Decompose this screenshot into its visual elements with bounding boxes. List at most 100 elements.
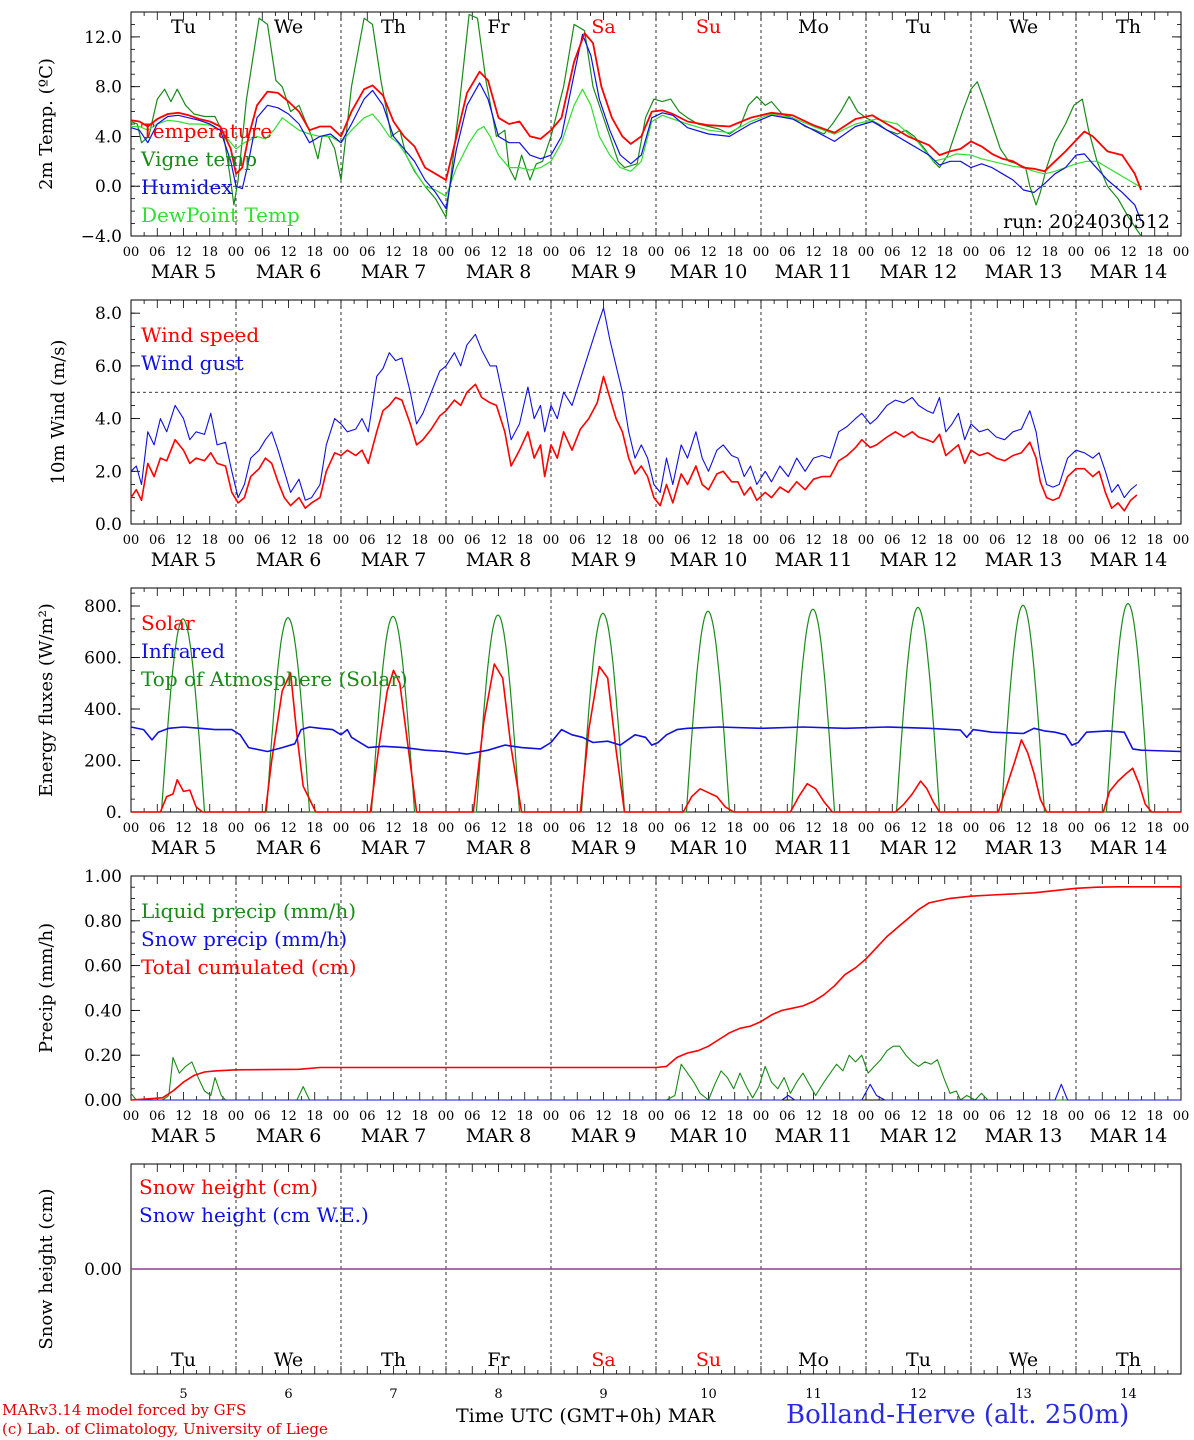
hour-tick-label: 18 (1146, 1109, 1163, 1124)
weekday-label: Tu (171, 16, 196, 38)
hour-tick-label: 06 (779, 533, 796, 548)
hour-tick-label: 18 (831, 533, 848, 548)
bottom-day-number: 8 (494, 1387, 502, 1402)
date-label: MAR 8 (466, 261, 532, 283)
hour-tick-label: 00 (543, 1109, 560, 1124)
y-tick-label: 0.20 (84, 1046, 122, 1066)
y-tick-label: 0.0 (95, 515, 122, 535)
hour-tick-label: 12 (280, 1109, 297, 1124)
date-label: MAR 13 (985, 837, 1063, 859)
hour-tick-label: 00 (228, 1109, 245, 1124)
hour-tick-label: 00 (1068, 821, 1085, 836)
y-tick-label: 600. (84, 649, 122, 669)
hour-tick-label: 12 (1015, 533, 1032, 548)
hour-tick-label: 18 (516, 1109, 533, 1124)
hour-tick-label: 06 (254, 1109, 271, 1124)
hour-tick-label: 00 (858, 821, 875, 836)
series-line-precip-0 (130, 1045, 1139, 1101)
hour-tick-label: 06 (359, 245, 376, 260)
y-tick-label: 0.0 (95, 177, 122, 197)
hour-tick-label: 00 (333, 533, 350, 548)
weekday-label: Mo (798, 16, 829, 38)
weekday-label: Th (1116, 16, 1141, 38)
hour-tick-label: 00 (228, 821, 245, 836)
hour-tick-label: 06 (1094, 245, 1111, 260)
bottom-weekday-label: Sa (591, 1349, 615, 1371)
date-label: MAR 11 (775, 261, 853, 283)
hour-tick-label: 12 (385, 533, 402, 548)
weekday-label: Su (696, 16, 721, 38)
hour-tick-label: 06 (149, 821, 166, 836)
hour-tick-label: 00 (1173, 821, 1190, 836)
weekday-label: Fr (487, 16, 510, 38)
y-tick-label: 8.0 (95, 78, 122, 98)
hour-tick-label: 00 (753, 1109, 770, 1124)
hour-tick-label: 12 (490, 533, 507, 548)
hour-tick-label: 06 (359, 1109, 376, 1124)
hour-tick-label: 00 (543, 533, 560, 548)
bottom-day-number: 9 (599, 1387, 607, 1402)
hour-tick-label: 00 (333, 1109, 350, 1124)
hour-tick-label: 18 (1146, 533, 1163, 548)
y-axis-title: 10m Wind (m/s) (48, 340, 69, 485)
hour-tick-label: 06 (989, 533, 1006, 548)
y-tick-label: 200. (84, 752, 122, 772)
hour-tick-label: 06 (989, 821, 1006, 836)
hour-tick-label: 06 (464, 533, 481, 548)
hour-tick-label: 18 (1146, 821, 1163, 836)
bottom-weekday-label: We (274, 1349, 303, 1371)
hour-tick-label: 18 (411, 1109, 428, 1124)
hour-tick-label: 00 (858, 533, 875, 548)
date-label: MAR 7 (361, 261, 427, 283)
hour-tick-label: 06 (779, 245, 796, 260)
hour-tick-label: 18 (936, 1109, 953, 1124)
hour-tick-label: 00 (858, 1109, 875, 1124)
date-label: MAR 14 (1090, 261, 1168, 283)
hour-tick-label: 18 (1041, 1109, 1058, 1124)
hour-tick-label: 18 (516, 533, 533, 548)
hour-tick-label: 00 (858, 245, 875, 260)
date-label: MAR 14 (1090, 837, 1168, 859)
y-axis-title: Snow height (cm) (36, 1188, 57, 1349)
date-label: MAR 9 (571, 261, 637, 283)
date-label: MAR 8 (466, 1125, 532, 1147)
hour-tick-label: 06 (569, 533, 586, 548)
hour-tick-label: 18 (516, 245, 533, 260)
model-credit: MARv3.14 model forced by GFS (2, 1401, 247, 1419)
y-tick-label: 1.00 (84, 867, 122, 887)
y-tick-label: 0.80 (84, 912, 122, 932)
hour-tick-label: 06 (464, 245, 481, 260)
hour-tick-label: 12 (1120, 245, 1137, 260)
hour-tick-label: 12 (385, 245, 402, 260)
hour-tick-label: 00 (753, 821, 770, 836)
date-label: MAR 5 (151, 261, 217, 283)
hour-tick-label: 06 (464, 1109, 481, 1124)
hour-tick-label: 06 (569, 1109, 586, 1124)
series-line-wind-0 (130, 307, 1138, 501)
hour-tick-label: 00 (963, 821, 980, 836)
date-label: MAR 7 (361, 549, 427, 571)
hour-tick-label: 12 (175, 1109, 192, 1124)
hour-tick-label: 18 (1146, 245, 1163, 260)
hour-tick-label: 18 (516, 821, 533, 836)
hour-tick-label: 18 (831, 1109, 848, 1124)
date-label: MAR 13 (985, 261, 1063, 283)
y-tick-label: 400. (84, 700, 122, 720)
hour-tick-label: 00 (438, 821, 455, 836)
date-label: MAR 12 (880, 549, 958, 571)
hour-tick-label: 18 (1041, 533, 1058, 548)
bottom-weekday-label: Th (1116, 1349, 1141, 1371)
hour-tick-label: 18 (621, 245, 638, 260)
hour-tick-label: 00 (753, 533, 770, 548)
hour-tick-label: 18 (621, 1109, 638, 1124)
hour-tick-label: 12 (805, 821, 822, 836)
hour-tick-label: 00 (963, 533, 980, 548)
legend-entry: Humidex (141, 175, 233, 199)
hour-tick-label: 06 (569, 821, 586, 836)
station-name: Bolland-Herve (alt. 250m) (786, 1400, 1130, 1430)
hour-tick-label: 18 (411, 821, 428, 836)
hour-tick-label: 00 (543, 821, 560, 836)
hour-tick-label: 00 (1173, 245, 1190, 260)
hour-tick-label: 18 (621, 821, 638, 836)
hour-tick-label: 00 (123, 533, 140, 548)
